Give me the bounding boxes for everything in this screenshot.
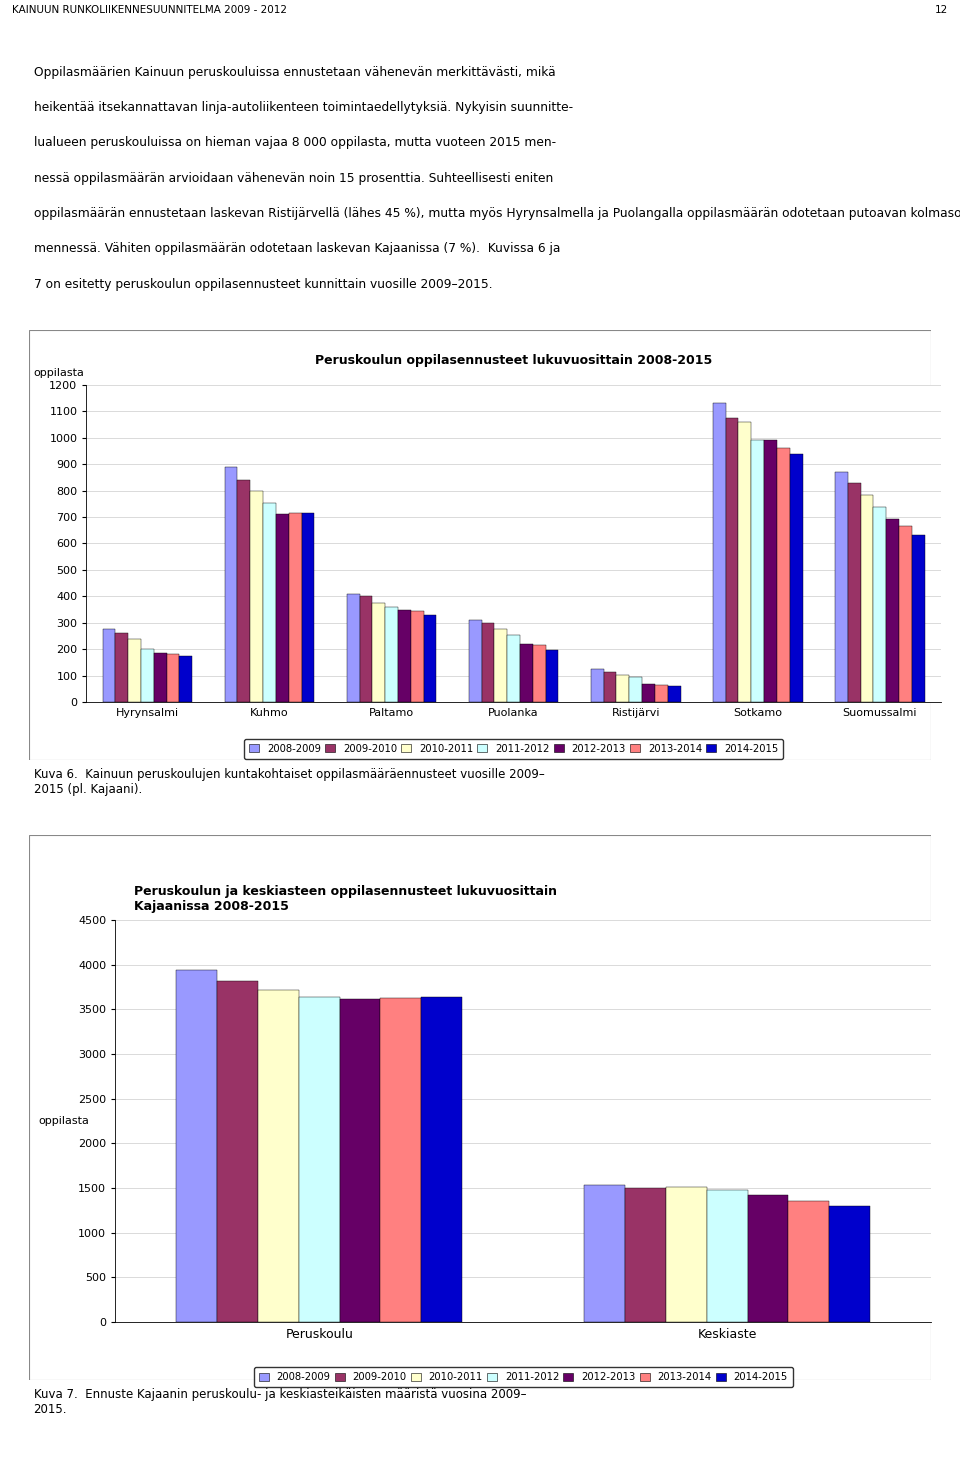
Text: Oppilasmäärien Kainuun peruskouluissa ennustetaan vähenevän merkittävästi, mikä: Oppilasmäärien Kainuun peruskouluissa en…: [34, 66, 555, 79]
Bar: [494, 629, 507, 702]
Bar: [655, 684, 668, 702]
Bar: [642, 684, 655, 702]
Bar: [707, 1189, 748, 1322]
Bar: [590, 670, 604, 702]
Bar: [533, 645, 545, 702]
Bar: [860, 495, 874, 702]
Bar: [251, 490, 263, 702]
Bar: [835, 473, 848, 702]
Bar: [398, 610, 411, 702]
Bar: [103, 629, 115, 702]
Bar: [177, 970, 217, 1322]
Bar: [276, 515, 289, 702]
Bar: [372, 603, 385, 702]
Bar: [788, 1201, 829, 1322]
Bar: [482, 623, 494, 702]
Bar: [289, 514, 301, 702]
Bar: [115, 633, 129, 702]
Text: oppilasmäärän ennustetaan laskevan Ristijärvellä (lähes 45 %), mutta myös Hyryns: oppilasmäärän ennustetaan laskevan Risti…: [34, 207, 960, 220]
Bar: [468, 620, 482, 702]
FancyBboxPatch shape: [29, 835, 931, 1380]
Bar: [604, 671, 616, 702]
Bar: [625, 1188, 666, 1322]
Bar: [423, 614, 437, 702]
Bar: [520, 643, 533, 702]
Bar: [738, 422, 752, 702]
Text: 12: 12: [935, 6, 948, 16]
Text: Peruskoulun ja keskiasteen oppilasennusteet lukuvuosittain
Kajaanissa 2008-2015: Peruskoulun ja keskiasteen oppilasennust…: [134, 884, 558, 913]
Legend: 2008-2009, 2009-2010, 2010-2011, 2011-2012, 2012-2013, 2013-2014, 2014-2015: 2008-2009, 2009-2010, 2010-2011, 2011-20…: [244, 738, 783, 759]
Bar: [299, 996, 340, 1322]
Bar: [668, 686, 681, 702]
Bar: [385, 607, 398, 702]
Bar: [777, 448, 790, 702]
Bar: [258, 989, 299, 1322]
Legend: 2008-2009, 2009-2010, 2010-2011, 2011-2012, 2012-2013, 2013-2014, 2014-2015: 2008-2009, 2009-2010, 2010-2011, 2011-20…: [253, 1367, 793, 1388]
Bar: [263, 502, 276, 702]
Bar: [154, 654, 167, 702]
Bar: [848, 483, 860, 702]
Bar: [874, 508, 886, 702]
Bar: [829, 1207, 870, 1322]
Text: oppilasta: oppilasta: [34, 368, 84, 378]
Bar: [764, 441, 777, 702]
Bar: [713, 404, 726, 702]
Bar: [225, 467, 237, 702]
Text: nessä oppilasmäärän arvioidaan vähenevän noin 15 prosenttia. Suhteellisesti enit: nessä oppilasmäärän arvioidaan vähenevän…: [34, 172, 553, 185]
Bar: [380, 998, 421, 1322]
FancyBboxPatch shape: [29, 330, 931, 760]
Bar: [545, 649, 559, 702]
Bar: [899, 527, 912, 702]
Bar: [237, 480, 251, 702]
Text: heikentää itsekannattavan linja-autoliikenteen toimintaedellytyksiä. Nykyisin su: heikentää itsekannattavan linja-autoliik…: [34, 101, 573, 114]
Bar: [301, 514, 314, 702]
Text: mennessä. Vähiten oppilasmäärän odotetaan laskevan Kajaanissa (7 %).  Kuvissa 6 : mennessä. Vähiten oppilasmäärän odotetaa…: [34, 242, 560, 255]
Bar: [359, 595, 372, 702]
Bar: [217, 980, 258, 1322]
Bar: [752, 441, 764, 702]
Bar: [616, 676, 629, 702]
Text: KAINUUN RUNKOLIIKENNESUUNNITELMA 2009 - 2012: KAINUUN RUNKOLIIKENNESUUNNITELMA 2009 - …: [12, 6, 286, 16]
Text: 7 on esitetty peruskoulun oppilasennusteet kunnittain vuosille 2009–2015.: 7 on esitetty peruskoulun oppilasennuste…: [34, 277, 492, 290]
Bar: [585, 1185, 625, 1322]
Bar: [726, 419, 738, 702]
Text: lualueen peruskouluissa on hieman vajaa 8 000 oppilasta, mutta vuoteen 2015 men-: lualueen peruskouluissa on hieman vajaa …: [34, 136, 556, 149]
Bar: [340, 998, 380, 1322]
Bar: [347, 594, 359, 702]
Bar: [141, 649, 154, 702]
Bar: [629, 677, 642, 702]
Bar: [748, 1195, 788, 1322]
Bar: [167, 654, 180, 702]
Text: oppilasta: oppilasta: [38, 1116, 89, 1126]
Bar: [886, 519, 899, 702]
Bar: [912, 535, 924, 702]
Text: Peruskoulun oppilasennusteet lukuvuosittain 2008-2015: Peruskoulun oppilasennusteet lukuvuositt…: [315, 355, 712, 368]
Bar: [129, 639, 141, 702]
Text: Kuva 7.  Ennuste Kajaanin peruskoulu- ja keskiasteikäisten määristä vuosina 2009: Kuva 7. Ennuste Kajaanin peruskoulu- ja …: [34, 1388, 526, 1417]
Bar: [507, 635, 520, 702]
Bar: [790, 454, 803, 702]
Bar: [421, 996, 462, 1322]
Bar: [180, 655, 192, 702]
Text: Kuva 6.  Kainuun peruskoulujen kuntakohtaiset oppilasmääräennusteet vuosille 200: Kuva 6. Kainuun peruskoulujen kuntakohta…: [34, 767, 544, 797]
Bar: [666, 1188, 707, 1322]
Bar: [411, 611, 423, 702]
